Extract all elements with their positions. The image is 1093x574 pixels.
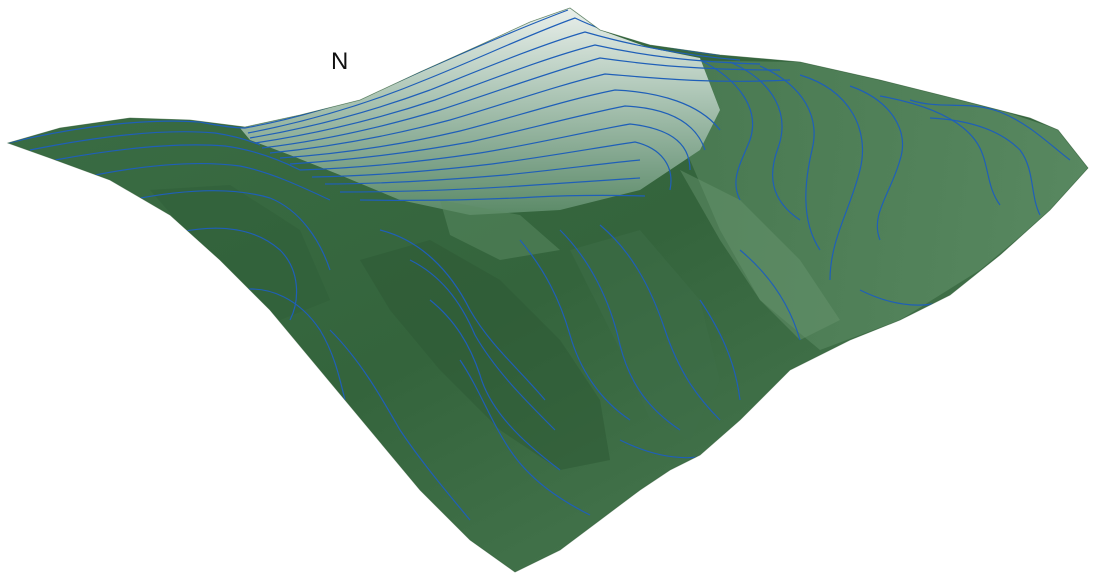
contour-line [329,329,471,521]
contour-line [261,57,781,149]
contour-line [339,177,641,193]
contour-line [129,190,331,271]
valley-shade-1 [360,240,610,470]
contour-line [739,249,801,341]
contour-line [429,299,561,471]
contour-line [759,65,821,251]
contour-line [459,359,591,516]
contour-line [89,163,331,201]
valley-shade-2 [150,185,330,320]
contour-line [729,61,801,221]
contour-line [599,224,721,421]
slope-light-2 [440,200,560,260]
contour-line [8,120,246,144]
contour-line [254,44,761,144]
contour-line [359,194,646,201]
contour-line [559,229,681,431]
contour-line [379,229,546,401]
contour-line [929,117,1041,216]
contour-line [54,144,301,171]
terrain-edge [6,7,1089,573]
contour-line [239,288,346,401]
slope-light-1 [680,170,840,340]
contour-line [699,299,741,401]
valley-shade-3 [570,230,720,440]
contour-line [409,259,556,431]
contour-line [909,99,1071,161]
contour-line [29,131,261,151]
contour-line [519,239,631,421]
contour-line [289,105,706,165]
contour-line [179,227,298,321]
contour-line [269,73,791,154]
north-arrow-label: N [331,48,349,75]
contour-line [279,89,721,159]
contour-line [879,95,1001,206]
terrain-surface [8,8,1088,572]
contour-line [311,141,672,191]
contour-line [699,59,754,201]
contour-line [249,31,741,139]
contour-line [299,123,691,171]
contour-line [849,85,904,241]
contour-line [324,159,641,185]
contour-line [799,74,864,281]
